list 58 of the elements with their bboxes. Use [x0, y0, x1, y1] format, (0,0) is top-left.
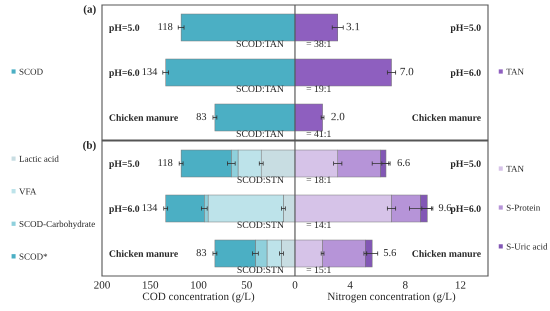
total-label: 134 [142, 204, 158, 212]
x-axis-title: Nitrogen concentration (g/L) [328, 292, 456, 302]
y-tick-label: pH=6.0 [109, 205, 140, 214]
x-axis-title: COD concentration (g/L) [142, 292, 254, 302]
x-tick-label: 4 [348, 281, 353, 289]
legend-label: SCOD* [20, 254, 48, 260]
legend-label: SCOD-Carbohydrate [20, 220, 95, 229]
data-label: 2.0 [331, 112, 344, 120]
total-label: 118 [158, 159, 172, 166]
total-label: 6.6 [398, 159, 410, 166]
data-label: 134 [142, 68, 158, 76]
data-label: 3.1 [346, 22, 360, 30]
annotation: SCOD:TAN [236, 130, 284, 138]
annotation: SCOD:STN [238, 222, 284, 228]
x-tick-label: 8 [402, 281, 408, 289]
y-tick-label: Chicken manure [109, 250, 178, 257]
legend-label: S-Uric acid [506, 243, 548, 250]
x-tick-label: 150 [142, 281, 158, 289]
data-label: 83 [196, 113, 206, 120]
chart-title: (a) [84, 5, 96, 16]
legend-label: VFA [19, 188, 36, 195]
y-tick-label: pH=5.0 [109, 160, 140, 169]
x-tick-label: 200 [94, 281, 110, 289]
annotation: = 14:1 [306, 222, 331, 228]
x-tick-label: 50 [242, 281, 252, 289]
annotation: = 41:1 [306, 130, 331, 138]
annotation: = 18:1 [306, 176, 331, 184]
y-tick-label: pH=6.0 [450, 69, 481, 78]
total-label: 9.6 [438, 204, 452, 212]
y-tick-label: Chicken manure [109, 114, 178, 121]
annotation: SCOD:STN [238, 176, 284, 184]
y-tick-label: pH=5.0 [450, 160, 481, 169]
annotation: SCOD:STN [238, 266, 284, 274]
y-tick-label: pH=6.0 [450, 205, 481, 214]
data-label: 118 [158, 23, 172, 30]
y-tick-label: Chicken manure [412, 114, 481, 121]
legend-label: TAN [506, 166, 524, 172]
legend-label: TAN [506, 68, 524, 75]
annotation: = 15:1 [306, 266, 331, 274]
bar [165, 194, 205, 222]
total-label: 5.6 [384, 249, 396, 256]
annotation: = 19:1 [306, 86, 331, 92]
y-tick-label: pH=5.0 [450, 24, 481, 33]
legend-label: Lactic acid [19, 156, 59, 162]
chart-title: (b) [83, 141, 96, 152]
annotation: = 38:1 [306, 40, 331, 48]
data-label: 7.0 [400, 68, 414, 76]
y-tick-label: Chicken manure [412, 250, 481, 257]
x-tick-label: 0 [292, 281, 298, 289]
y-tick-label: pH=5.0 [109, 24, 140, 33]
annotation: SCOD:TAN [236, 86, 284, 92]
x-tick-label: 12 [456, 281, 466, 289]
legend-label: S-Protein [506, 204, 540, 211]
legend-label: SCOD [20, 68, 43, 75]
total-label: 83 [196, 249, 206, 256]
x-tick-label: 100 [191, 281, 206, 289]
y-tick-label: pH=6.0 [109, 69, 140, 78]
annotation: SCOD:TAN [236, 40, 284, 48]
